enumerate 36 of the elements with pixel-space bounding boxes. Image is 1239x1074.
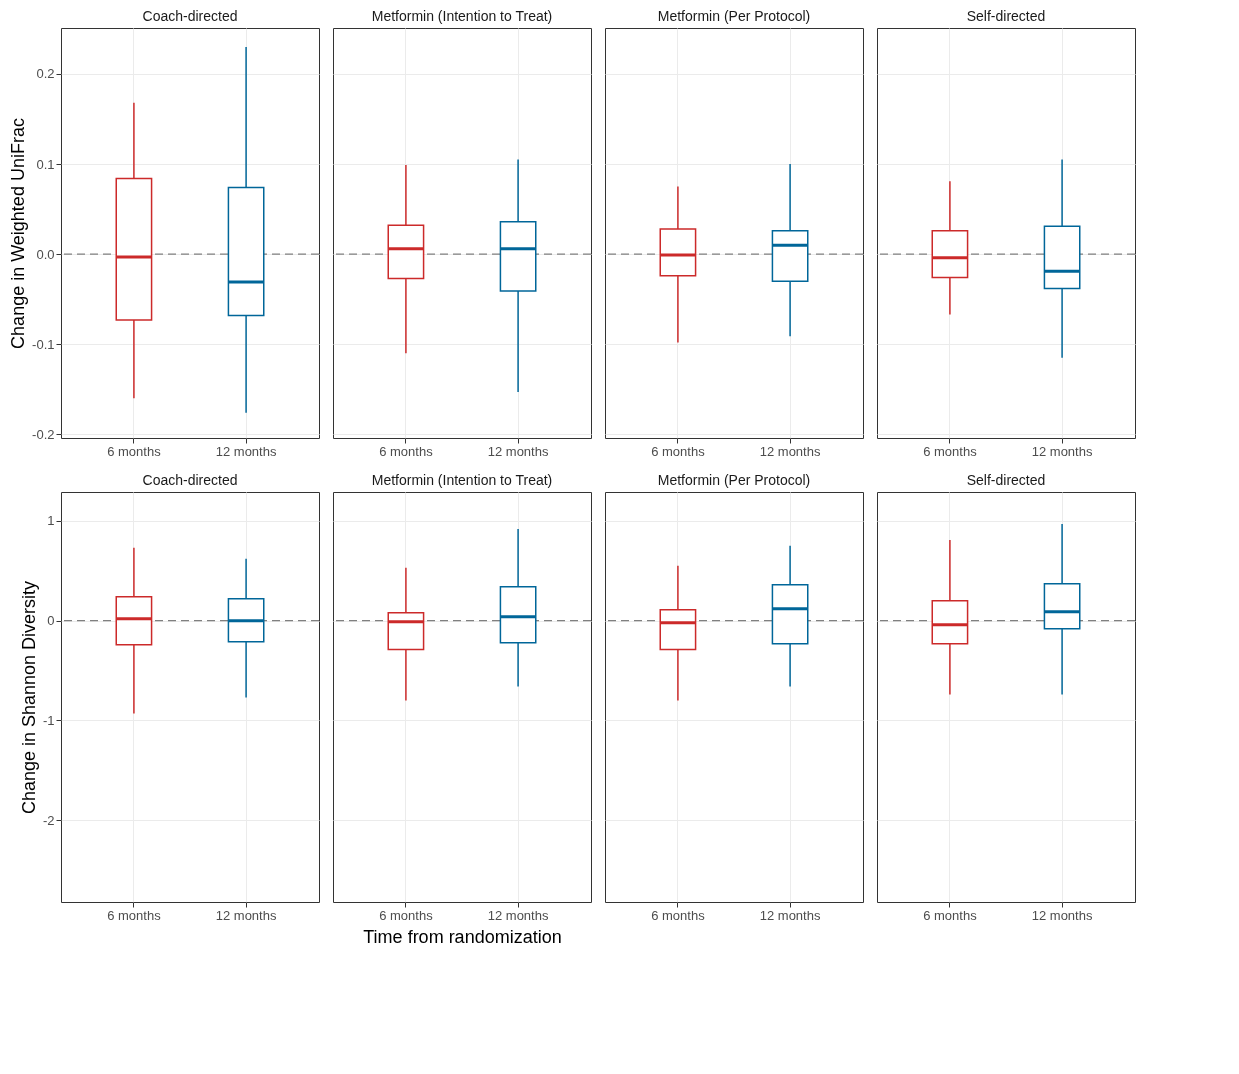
- y-tick-label: -0.1: [32, 336, 55, 352]
- y-tick-label: -0.2: [32, 426, 55, 442]
- x-tick-label: 12 months: [759, 443, 821, 459]
- chart-title: Metformin (Per Protocol): [657, 472, 811, 488]
- chart-title: Metformin (Per Protocol): [657, 8, 811, 24]
- x-axis-title: Time from randomization: [363, 926, 562, 947]
- x-tick-label: 6 months: [651, 907, 706, 923]
- x-tick-label: 12 months: [1031, 907, 1093, 923]
- y-tick-label: 0.0: [36, 246, 55, 262]
- x-tick-label: 6 months: [379, 907, 434, 923]
- chart-title: Metformin (Intention to Treat): [371, 8, 553, 24]
- y-tick-label: -2: [42, 812, 55, 828]
- y-tick-label: 0.2: [36, 66, 55, 82]
- x-tick-label: 12 months: [487, 907, 549, 923]
- x-tick-label: 6 months: [107, 907, 162, 923]
- chart-title: Coach-directed: [142, 8, 238, 24]
- chart-title: Coach-directed: [142, 472, 238, 488]
- chart-title: Metformin (Intention to Treat): [371, 472, 553, 488]
- x-tick-label: 12 months: [1031, 443, 1093, 459]
- chart-title: Self-directed: [966, 472, 1046, 488]
- x-tick-label: 6 months: [379, 443, 434, 459]
- x-tick-label: 12 months: [215, 907, 277, 923]
- x-tick-label: 6 months: [651, 443, 706, 459]
- x-tick-label: 6 months: [923, 907, 978, 923]
- x-tick-label: 6 months: [923, 443, 978, 459]
- y-tick-label: -1: [42, 712, 55, 728]
- x-tick-label: 12 months: [759, 907, 821, 923]
- y-tick-label: 1: [47, 513, 55, 529]
- y-axis-title: Change in Weighted UniFrac: [8, 118, 29, 349]
- y-tick-label: 0.1: [36, 156, 55, 172]
- y-axis-title: Change in Shannon Diversity: [18, 580, 39, 815]
- x-tick-label: 12 months: [487, 443, 549, 459]
- x-tick-label: 6 months: [107, 443, 162, 459]
- x-tick-label: 12 months: [215, 443, 277, 459]
- y-tick-label: 0: [47, 613, 55, 629]
- chart-title: Self-directed: [966, 8, 1046, 24]
